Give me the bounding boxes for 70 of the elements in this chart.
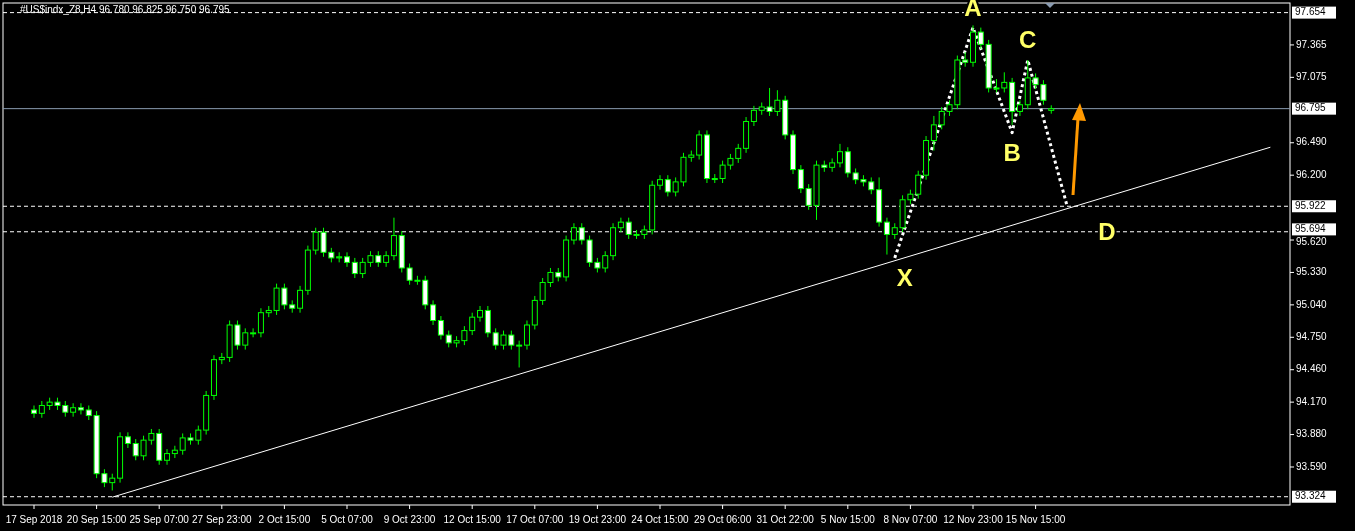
annotation: X [896,264,913,292]
candlestick [664,174,671,197]
ref-line-label: 97.654 [1295,6,1327,18]
candlestick [883,217,890,256]
candlestick [430,299,437,326]
candlestick [617,217,624,233]
candlestick [383,250,390,268]
candlestick [516,340,523,368]
candlestick [750,105,757,127]
ref-line-label: 95.922 [1295,199,1327,211]
candlestick [344,251,350,268]
x-tick-label: 17 Oct 07:00 [506,513,564,525]
y-tick-label: 95.040 [1296,298,1328,310]
x-tick-label: 12 Nov 23:00 [943,513,1004,525]
x-tick-label: 5 Nov 15:00 [820,513,876,525]
x-tick-label: 19 Oct 23:00 [568,513,627,525]
x-tick-label: 9 Oct 23:00 [383,513,436,525]
chart-title: #US$indx_Z8,H4 96.780 96.825 96.750 96.795 [20,3,231,15]
candlestick [164,448,171,466]
x-tick-label: 20 Sep 15:00 [66,513,127,525]
y-tick-label: 96.490 [1296,136,1328,148]
x-tick-label: 29 Oct 06:00 [693,513,752,525]
x-tick-label: 15 Nov 15:00 [1005,513,1066,525]
ref-line-label: 93.324 [1295,490,1327,502]
x-tick-label: 17 Sep 2018 [5,513,63,525]
y-tick-label: 95.620 [1296,236,1328,248]
x-tick-label: 24 Oct 15:00 [631,513,690,525]
ref-line-label: 95.694 [1295,223,1327,235]
candlestick [523,320,530,351]
x-tick-label: 31 Oct 22:00 [756,513,815,525]
y-tick-label: 94.750 [1296,330,1328,342]
candlestick [570,222,577,245]
candlestick [797,164,804,194]
candlestick [31,404,37,419]
annotation: A [964,0,982,21]
y-tick-label: 97.365 [1296,38,1328,50]
candlestick [1016,99,1023,117]
x-tick-label: 2 Oct 15:00 [258,513,311,525]
candlestick [351,257,358,279]
y-tick-label: 95.330 [1296,266,1328,278]
candlestick [250,327,257,338]
y-tick-label: 94.170 [1296,395,1328,407]
candlestick [171,445,178,459]
annotation: C [1019,26,1037,54]
y-tick-label: 93.590 [1296,460,1328,472]
candlestick [836,143,843,168]
x-tick-label: 5 Oct 07:00 [321,513,374,525]
x-tick-label: 8 Nov 07:00 [883,513,938,525]
candlestick [77,402,84,415]
candlestick [297,285,304,314]
annotation: B [1003,139,1021,167]
candlestick [70,402,77,418]
y-tick-label: 97.075 [1296,70,1328,82]
x-tick-label: 25 Sep 07:00 [129,513,190,525]
ref-line-label: 96.795 [1295,102,1327,114]
candlestick [124,431,131,449]
candlestick [484,305,491,338]
y-tick-label: 94.460 [1296,363,1328,375]
candlestick [477,305,484,323]
candlestick [437,315,444,341]
candlestick [257,307,264,338]
y-tick-label: 93.880 [1296,428,1328,440]
y-tick-label: 96.200 [1296,168,1328,180]
candlestick [930,115,937,152]
candlestick [696,129,703,161]
annotation: D [1098,217,1116,245]
x-tick-label: 27 Sep 23:00 [192,513,252,525]
candlestick [657,174,663,191]
candlestick [390,217,397,261]
x-tick-label: 12 Oct 15:00 [443,513,502,525]
